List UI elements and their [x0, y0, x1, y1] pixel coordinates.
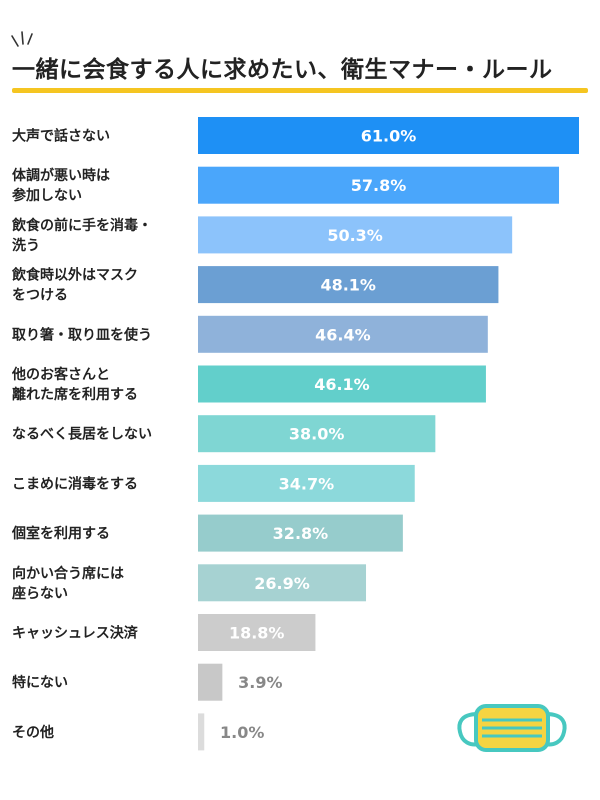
value-label: 32.8%	[273, 524, 329, 543]
bar	[198, 614, 316, 651]
bar-row: 個室を利用する 32.8%	[11, 514, 403, 552]
category-label: キャッシュレス決済	[12, 625, 139, 642]
category-label: 離れた席を利用する	[12, 386, 138, 403]
value-label: 1.0%	[220, 723, 264, 742]
bar-row: その他 1.0%	[12, 713, 264, 751]
bar-row: 大声で話さない 61.0%	[12, 117, 579, 154]
value-label: 18.8%	[229, 624, 285, 643]
value-label: 46.4%	[315, 325, 371, 344]
bar	[198, 564, 367, 602]
bar	[198, 315, 488, 353]
category-label: 向かい合う席には	[12, 565, 124, 582]
value-label: 50.3%	[327, 226, 383, 245]
bar-row: なるべく長居をしない 38.0%	[12, 415, 436, 453]
title-underline	[12, 88, 588, 93]
chart-title-area: 一緒に会食する人に求めたい、衛生マナー・ルール	[0, 0, 600, 100]
category-label: 飲食の前に手を消毒・	[11, 217, 152, 234]
chart-title: 一緒に会食する人に求めたい、衛生マナー・ルール	[12, 57, 553, 83]
bar-row: 取り箸・取り皿を使う 46.4%	[12, 315, 488, 353]
bar-row: 飲食の前に手を消毒・洗う 50.3%	[11, 216, 513, 254]
category-label: 大声で話さない	[12, 128, 110, 145]
category-label: 参加しない	[12, 187, 82, 204]
category-label: 洗う	[12, 237, 40, 254]
bar	[198, 713, 205, 751]
bar-row: キャッシュレス決済 18.8%	[12, 614, 316, 651]
bar	[198, 663, 223, 701]
value-label: 34.7%	[279, 474, 335, 493]
category-label: 他のお客さんと	[11, 366, 110, 383]
bar-row: こまめに消毒をする 34.7%	[12, 464, 415, 502]
category-label: こまめに消毒をする	[12, 475, 138, 492]
category-label: 個室を利用する	[11, 525, 110, 542]
bar	[198, 514, 403, 552]
value-label: 26.9%	[254, 574, 310, 593]
category-label: 特にない	[12, 674, 68, 691]
face-mask-icon	[457, 704, 567, 752]
category-label: なるべく長居をしない	[12, 427, 152, 443]
bar	[198, 216, 513, 254]
value-label: 48.1%	[320, 276, 376, 295]
sparkle-lines-icon	[11, 31, 33, 47]
category-label: その他	[12, 724, 54, 741]
bar	[198, 166, 560, 204]
bar	[198, 415, 436, 453]
value-label: 3.9%	[238, 673, 282, 692]
category-label: 体調が悪い時は	[12, 167, 110, 184]
category-label: をつける	[12, 288, 68, 304]
bar	[198, 464, 415, 502]
bar	[198, 266, 499, 304]
value-label: 61.0%	[361, 127, 417, 146]
bar	[198, 365, 486, 403]
category-label: 飲食時以外はマスク	[11, 267, 138, 284]
category-label: 座らない	[12, 585, 68, 602]
category-label: 取り箸・取り皿を使う	[12, 326, 152, 343]
value-label: 57.8%	[351, 176, 407, 195]
value-label: 38.0%	[289, 425, 345, 444]
bar-row: 特にない 3.9%	[12, 663, 283, 701]
bar	[198, 117, 579, 154]
value-label: 46.1%	[314, 375, 370, 394]
